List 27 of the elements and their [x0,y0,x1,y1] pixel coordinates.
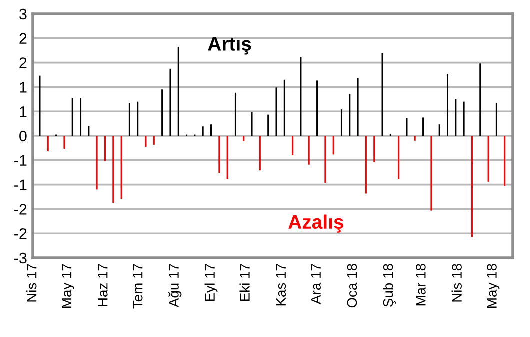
x-tick-label: Mar 18 [416,264,426,306]
y-tick-label: -1 [14,155,27,166]
x-tick-label: Ara 17 [311,264,321,304]
x-tick-label: May 17 [62,264,74,308]
y-tick-label: 2 [20,33,27,44]
annotation: Azalış [288,214,344,233]
y-tick-label: 1 [20,82,27,93]
x-tick-label: Eyl 17 [204,264,218,302]
y-tick-label: -2 [14,228,27,240]
x-tick-label: Tem 17 [133,264,143,309]
y-tick-label: 0 [20,130,27,142]
x-tick-label: Şub 18 [383,264,396,307]
y-tick-label: 2 [20,58,27,68]
y-tick-label: -1 [14,180,27,190]
y-tick-label: -3 [14,252,27,264]
x-tick-label: Kas 17 [276,264,286,306]
annotation: Artış [208,37,252,55]
x-tick-label: Oca 18 [347,264,358,308]
y-tick-label: 3 [20,8,27,20]
y-tick-label: 1 [20,106,27,118]
x-tick-label: Eki 17 [240,264,250,302]
x-tick-label: Ağu 17 [168,264,182,308]
y-tick-label: -2 [14,204,27,215]
x-tick-label: Nis 17 [26,264,37,302]
x-tick-label: May 18 [487,264,500,308]
x-tick-label: Haz 17 [98,264,108,306]
x-tick-label: Nis 18 [452,264,462,302]
